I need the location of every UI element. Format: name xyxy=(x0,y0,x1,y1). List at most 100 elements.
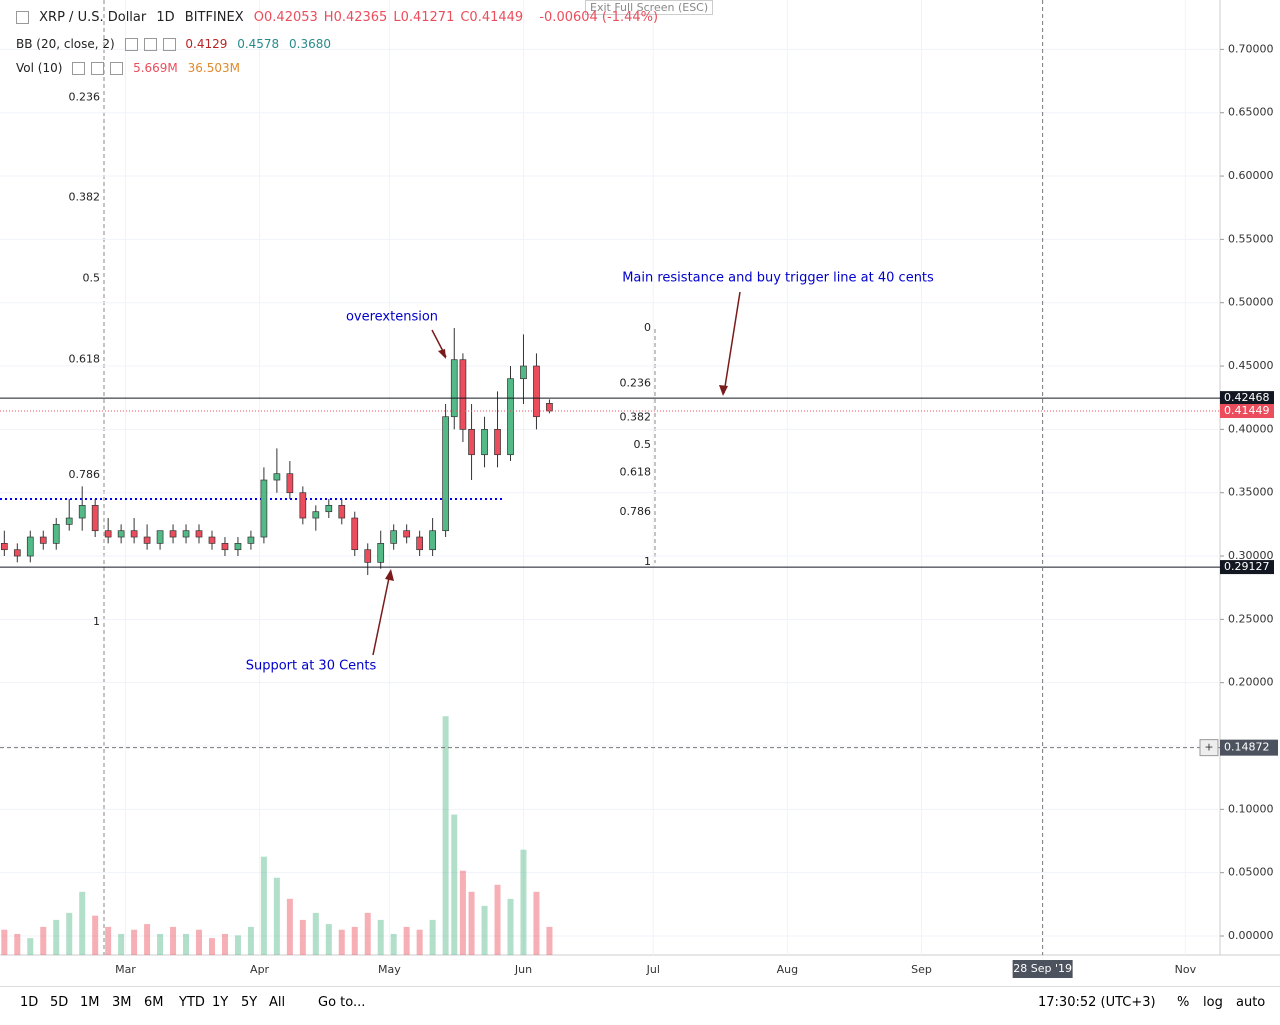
volume-bar xyxy=(429,919,436,955)
volume-bar xyxy=(481,905,488,955)
range-button[interactable]: 1D xyxy=(20,995,39,1010)
candle-body xyxy=(351,517,359,551)
volume-bar xyxy=(40,926,47,955)
goto[interactable]: Go to... xyxy=(318,995,366,1010)
icon[interactable] xyxy=(72,62,86,75)
range-button[interactable]: 1Y xyxy=(212,995,229,1010)
volume-bar xyxy=(364,912,371,955)
icon[interactable] xyxy=(91,62,105,75)
y-tick-label: 0.55000 xyxy=(1228,232,1274,245)
candle-body xyxy=(169,530,177,538)
price-label: 0.41449 xyxy=(1224,404,1270,417)
volume-bar xyxy=(390,933,397,955)
candle-body xyxy=(273,473,281,481)
x-tick-label: May xyxy=(378,963,401,976)
volume-bar xyxy=(234,935,241,955)
volume-bar xyxy=(105,926,112,955)
price-label-box xyxy=(1220,560,1274,575)
y-tick-label: 0.60000 xyxy=(1228,169,1274,182)
price-label: 0.29127 xyxy=(1224,560,1270,573)
range-button[interactable]: 5Y xyxy=(241,995,258,1010)
chart: 0.000000.050000.100000.150000.200000.250… xyxy=(0,0,1280,978)
crosshair-x-label: 28 Sep '19 xyxy=(1013,962,1072,975)
x-tick-label: Aug xyxy=(777,963,798,976)
volume-bar xyxy=(221,933,228,955)
candle-body xyxy=(260,479,268,538)
bb-value: 0.4578 xyxy=(237,37,280,51)
icon[interactable] xyxy=(110,62,124,75)
candle-body xyxy=(195,530,203,538)
candle-body xyxy=(65,517,73,525)
x-tick-label: Sep xyxy=(911,963,932,976)
ohlc-value: C0.41449 xyxy=(460,10,524,25)
volume-bar xyxy=(451,814,458,955)
price-label-box xyxy=(1220,391,1274,406)
range-button[interactable]: 1M xyxy=(80,995,100,1010)
candle-body xyxy=(286,473,294,494)
ohlc: O0.42053 H0.42365 L0.41271 C0.41449 xyxy=(254,10,529,25)
option-button[interactable]: auto xyxy=(1236,995,1266,1010)
range-button[interactable]: 3M xyxy=(112,995,132,1010)
candle-body xyxy=(182,530,190,538)
exit-fullscreen[interactable]: Exit Full Screen (ESC) xyxy=(585,0,714,15)
volume-bar xyxy=(157,933,164,955)
volume-bar xyxy=(118,933,125,955)
candle-body xyxy=(0,543,8,551)
candle-body xyxy=(468,429,475,456)
bb-legend: BB (20, close, 2) 0.4129 0.4578 0.3680 xyxy=(16,37,337,51)
bb-value: 0.4129 xyxy=(185,37,228,51)
y-tick-label: 0.05000 xyxy=(1228,866,1274,879)
volume-bar xyxy=(520,849,527,955)
interval: 1D xyxy=(156,10,175,25)
clock: 17:30:52 (UTC+3) xyxy=(1038,995,1156,1010)
range-button[interactable]: 5D xyxy=(50,995,69,1010)
y-tick-label: 0.50000 xyxy=(1228,296,1274,309)
price-label: 0.42468 xyxy=(1224,391,1270,404)
candle-body xyxy=(494,429,501,456)
symbol-header: XRP / U.S. Dollar 1D BITFINEX O0.42053 H0… xyxy=(16,10,664,25)
icon[interactable] xyxy=(143,38,157,51)
candle-body xyxy=(459,359,467,430)
candle-body xyxy=(208,536,216,544)
crosshair-plus: + xyxy=(1204,741,1213,754)
y-tick-label: 0.45000 xyxy=(1228,359,1274,372)
candle-body xyxy=(442,416,449,532)
range-button[interactable]: YTD xyxy=(179,995,205,1010)
volume-bar xyxy=(416,929,423,955)
candle-body xyxy=(416,536,423,551)
candle-body xyxy=(13,549,21,557)
exchange: BITFINEX xyxy=(184,10,244,25)
collapse-icon[interactable] xyxy=(16,11,29,24)
volume-bar xyxy=(144,924,151,955)
candle-body xyxy=(520,365,527,380)
candle-body xyxy=(429,530,436,551)
fib-label: 0.382 xyxy=(69,191,101,204)
x-tick-label: Jul xyxy=(646,963,660,976)
icon[interactable] xyxy=(124,38,138,51)
annotation: Support at 30 Cents xyxy=(246,659,377,674)
fib-label: 0.786 xyxy=(620,505,652,518)
icon[interactable] xyxy=(162,38,176,51)
fib-label: 0 xyxy=(644,321,651,334)
option-button[interactable]: % xyxy=(1177,995,1190,1010)
y-tick-label: 0.35000 xyxy=(1228,486,1274,499)
candle-body xyxy=(364,549,372,563)
volume-bar xyxy=(1,929,8,955)
candle-body xyxy=(450,359,458,418)
y-tick-label: 0.25000 xyxy=(1228,612,1274,625)
option-button[interactable]: log xyxy=(1203,995,1223,1010)
candle-body xyxy=(26,536,34,557)
candle-body xyxy=(91,505,99,532)
arrow-head xyxy=(438,349,446,359)
change: -0.00604 (-1.44%) xyxy=(539,10,659,25)
range-button[interactable]: 6M xyxy=(144,995,164,1010)
price-label-box xyxy=(1220,404,1274,419)
range-button[interactable]: All xyxy=(269,995,286,1010)
candle-body xyxy=(481,429,488,456)
volume-bar xyxy=(66,912,73,955)
volume-bar xyxy=(325,924,332,955)
volume-bar xyxy=(273,877,280,955)
candle-body xyxy=(377,543,385,563)
crosshair-box xyxy=(1012,960,1073,978)
volume-bar xyxy=(196,929,203,955)
